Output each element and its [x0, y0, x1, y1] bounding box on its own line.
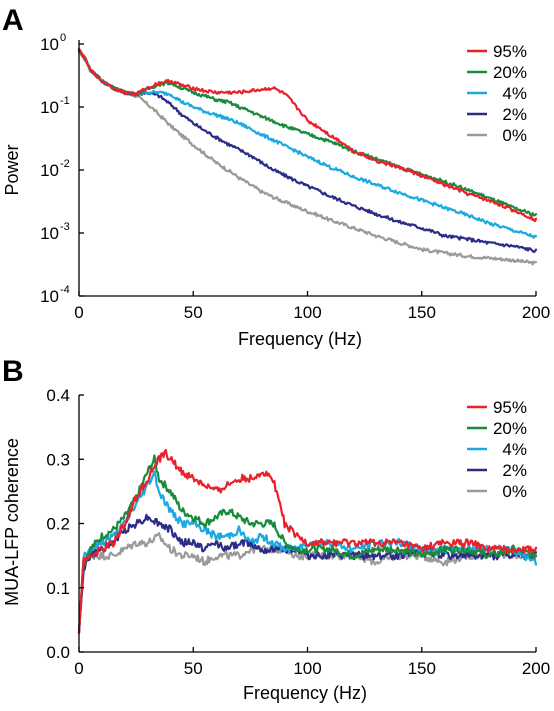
panel-a-x-ticks: 0 50 100 150 200 [74, 291, 550, 322]
legend-label-2pct: 2% [502, 461, 527, 480]
panel-b-x-ticks: 0 50 100 150 200 [74, 647, 550, 678]
y-tick-label: 10 [40, 287, 59, 306]
series-line-95pct [77, 449, 538, 634]
series-line-2pct [77, 49, 538, 254]
x-tick-label: 100 [293, 659, 321, 678]
legend-label-20pct: 20% [493, 419, 527, 438]
legend-label-4pct: 4% [502, 440, 527, 459]
y-tick-label: 10 [40, 224, 59, 243]
x-tick-label: 150 [408, 659, 436, 678]
x-tick-label: 0 [74, 303, 83, 322]
y-tick-label: 0.4 [46, 386, 70, 405]
legend-label-95pct: 95% [493, 398, 527, 417]
panel-b-letter: B [2, 355, 24, 388]
y-tick-label: 0.1 [46, 579, 70, 598]
legend-label-20pct: 20% [493, 63, 527, 82]
series-line-20pct [77, 48, 538, 217]
x-tick-label: 0 [74, 659, 83, 678]
series-line-0pct [77, 47, 538, 266]
panel-b-legend: 95% 20% 4% 2% 0% [467, 398, 527, 501]
y-tick-label: 10 [40, 161, 59, 180]
x-tick-label: 100 [293, 303, 321, 322]
y-tick-exponent: -2 [60, 158, 70, 170]
panel-a-series-group [77, 47, 538, 266]
panel-a-y-axis-label: Power [2, 144, 22, 195]
panel-b-x-axis-label: Frequency (Hz) [243, 683, 367, 703]
panel-b-y-axis-label: MUA-LFP coherence [2, 438, 22, 606]
y-tick-label: 0.3 [46, 450, 70, 469]
panel-b-y-ticks: 0.0 0.1 0.2 0.3 0.4 [46, 386, 84, 662]
panel-a-letter: A [2, 4, 24, 37]
y-tick-label: 10 [40, 35, 59, 54]
legend-label-95pct: 95% [493, 42, 527, 61]
legend-label-4pct: 4% [502, 84, 527, 103]
y-tick-label: 0.0 [46, 643, 70, 662]
x-tick-label: 50 [184, 303, 203, 322]
y-tick-label: 0.2 [46, 515, 70, 534]
legend-label-0pct: 0% [502, 126, 527, 145]
y-tick-exponent: -1 [60, 95, 70, 107]
legend-label-0pct: 0% [502, 482, 527, 501]
legend-label-2pct: 2% [502, 105, 527, 124]
panel-b-series-group [77, 449, 538, 634]
x-tick-label: 200 [522, 303, 550, 322]
x-tick-label: 50 [184, 659, 203, 678]
panel-a-legend: 95% 20% 4% 2% 0% [467, 42, 527, 145]
x-tick-label: 150 [408, 303, 436, 322]
y-tick-exponent: 0 [60, 32, 66, 44]
series-line-95pct [77, 47, 538, 223]
panel-a-x-axis-label: Frequency (Hz) [238, 329, 362, 349]
y-tick-label: 10 [40, 98, 59, 117]
x-tick-label: 200 [522, 659, 550, 678]
y-tick-exponent: -3 [60, 221, 70, 233]
y-tick-exponent: -4 [60, 284, 70, 296]
series-line-4pct [77, 49, 538, 239]
panel-b-chart: 0.0 0.1 0.2 0.3 0.4 0 50 100 150 200 Frequency (… [2, 386, 550, 703]
series-line-2pct [77, 513, 538, 634]
series-line-20pct [77, 454, 538, 634]
